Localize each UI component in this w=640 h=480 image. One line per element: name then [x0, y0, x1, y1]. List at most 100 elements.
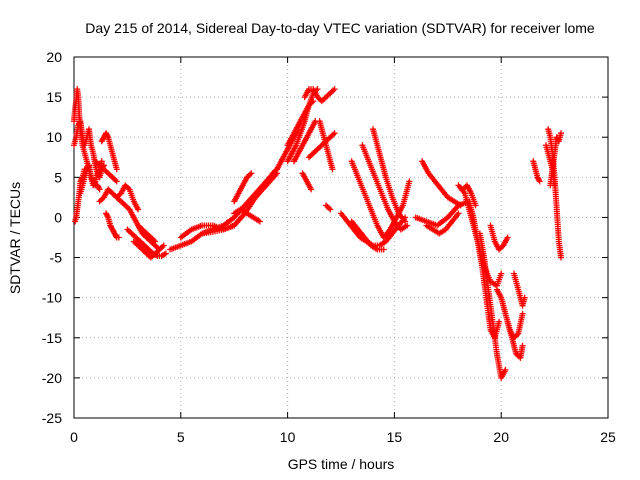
data-point: [95, 185, 102, 192]
y-tick-label: -5: [50, 250, 63, 266]
series-mid-3: [359, 142, 411, 233]
data-point: [152, 238, 159, 245]
data-point: [98, 158, 105, 165]
data-point: [160, 242, 167, 249]
data-point: [551, 182, 558, 189]
series-peak-7: [299, 170, 315, 193]
data-point: [331, 86, 338, 93]
x-tick-label: 15: [387, 429, 403, 445]
data-point: [91, 179, 98, 186]
x-tick-label: 25: [600, 429, 616, 445]
data-point: [519, 310, 526, 317]
data-point: [248, 170, 255, 177]
series-mid-8: [423, 210, 462, 237]
data-point: [308, 186, 315, 193]
series-late-8: [459, 182, 479, 209]
series-peak-2: [284, 98, 317, 149]
series-rise-5: [231, 206, 263, 225]
series-early-12: [135, 222, 159, 245]
axis-ticks: 0 5 10 15 20 25 20 15 10 5 0 -5 -10 -15 -20 -25: [42, 49, 616, 445]
series-early-6: [92, 158, 120, 185]
y-tick-label: -10: [42, 290, 62, 306]
data-point: [519, 342, 526, 349]
chart-title: Day 215 of 2014, Sidereal Day-to-day VTE…: [85, 20, 595, 36]
y-tick-label: 5: [54, 169, 62, 185]
data-point: [406, 178, 413, 185]
y-tick-label: 10: [46, 129, 62, 145]
data-point: [558, 130, 565, 137]
data-point: [104, 132, 111, 139]
data-point: [502, 366, 509, 373]
data-point: [113, 166, 120, 173]
series-late-5: [487, 222, 511, 253]
series-early-11: [130, 238, 167, 261]
data-point: [535, 177, 542, 184]
data-points: [71, 86, 565, 381]
y-tick-label: 20: [46, 49, 62, 65]
series-peak-3: [301, 86, 338, 105]
y-tick-label: 15: [46, 89, 62, 105]
x-tick-label: 20: [493, 429, 509, 445]
data-point: [504, 234, 511, 241]
x-tick-label: 5: [177, 429, 185, 445]
series-rise-3: [199, 170, 280, 237]
series-dot-1: [323, 202, 334, 213]
data-point: [521, 294, 528, 301]
series-early-8: [103, 210, 122, 241]
data-point: [135, 206, 142, 213]
series-peak-5: [316, 118, 336, 173]
series-late-6: [504, 318, 526, 361]
data-point: [496, 318, 503, 325]
series-mid-2: [348, 158, 413, 241]
data-point: [331, 130, 338, 137]
data-point: [457, 202, 464, 209]
series-early-2: [71, 118, 107, 181]
y-tick-label: -25: [42, 410, 62, 426]
data-point: [115, 234, 122, 241]
data-point: [76, 119, 83, 126]
series-peak-4: [291, 118, 319, 165]
series-early-5: [98, 130, 120, 173]
data-point: [95, 167, 102, 174]
plot-frame: [73, 56, 609, 419]
data-point: [327, 206, 334, 213]
y-tick-label: -20: [42, 370, 62, 386]
data-point: [162, 250, 169, 257]
data-point: [498, 270, 505, 277]
data-point: [536, 178, 543, 185]
data-point: [113, 233, 120, 240]
grid-lines: [74, 57, 608, 418]
series-late-3: [476, 230, 509, 381]
series-late-7: [511, 270, 528, 309]
x-tick-label: 0: [70, 429, 78, 445]
y-tick-label: -15: [42, 330, 62, 346]
data-point: [380, 246, 387, 253]
x-tick-label: 10: [280, 429, 296, 445]
data-point: [96, 186, 103, 193]
data-point: [558, 254, 565, 261]
data-point: [329, 166, 336, 173]
y-tick-label: 0: [54, 209, 62, 225]
data-point: [256, 218, 263, 225]
series-late-9: [530, 158, 543, 185]
series-mid-7: [419, 158, 464, 209]
series-peak-6: [305, 130, 338, 161]
series-mid-5: [348, 218, 387, 253]
data-point: [404, 222, 411, 229]
series-mid-4: [370, 126, 409, 225]
data-point: [113, 178, 120, 185]
series-late-12: [543, 142, 558, 189]
data-point: [104, 213, 111, 220]
x-axis-label: GPS time / hours: [288, 456, 395, 472]
series-early-4: [77, 158, 105, 197]
series-late-4: [493, 286, 526, 341]
data-point: [455, 210, 462, 217]
data-point: [402, 218, 409, 225]
y-axis-label: SDTVAR / TECUs: [7, 182, 23, 294]
series-mid-6: [412, 198, 473, 229]
data-point: [472, 202, 479, 209]
series-rise-4: [231, 170, 255, 205]
data-point: [310, 98, 317, 105]
